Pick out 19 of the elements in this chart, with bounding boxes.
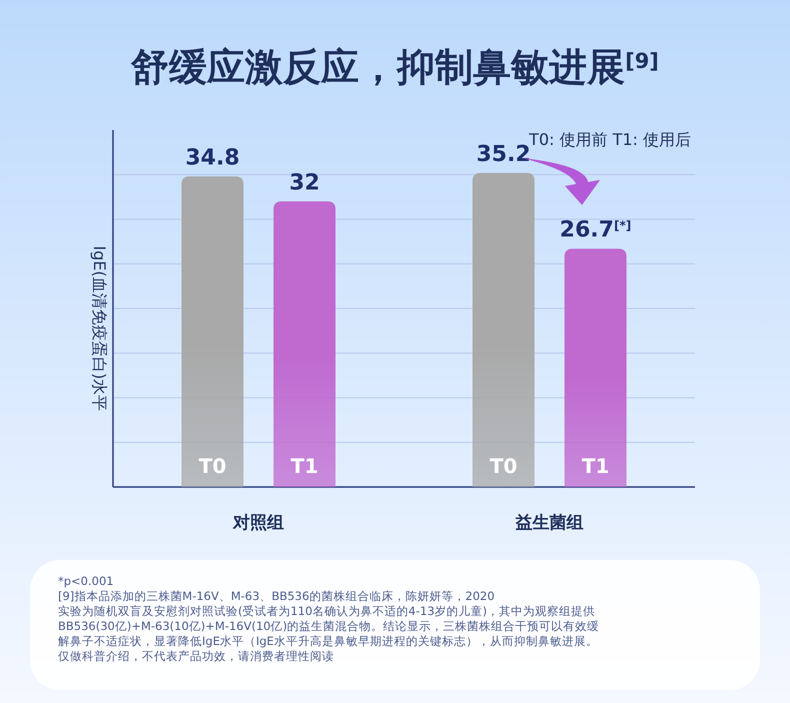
text: T1 xyxy=(582,454,610,478)
text: *p<0.001 xyxy=(58,574,114,588)
text: 仅做科普介绍，不代表产品功效，请消费者理性阅读 xyxy=(58,649,334,663)
data-label: 35.2 xyxy=(476,142,531,167)
chart-title: 舒缓应激反应，抑制鼻敏进展$^{[9]}$ xyxy=(130,45,659,89)
data-label: 32 xyxy=(289,170,320,196)
data-label: 26.7$^{[*]}$ xyxy=(560,218,632,243)
y-axis-title: IgE(血清免疫蛋白)水平 xyxy=(90,246,109,412)
x-tick-label: 益生菌组 xyxy=(514,513,584,533)
series-label: T0 xyxy=(198,454,226,478)
text: T0 xyxy=(490,454,518,478)
x-tick-label: 对照组 xyxy=(232,513,284,533)
annotation: T0: 使用前 T1: 使用后 xyxy=(528,130,691,149)
text: BB536(30亿)+M-63(10亿)+M-16V(10亿)的益生菌混合物。结论显示，三株菌株组合干预可以有效缓 xyxy=(58,619,600,633)
text: 实验为随机双盲及安慰剂对照试验(受试者为110名确认为鼻不适的4-13岁的儿童)，其中为观察组提供 xyxy=(58,604,596,618)
text: [9]指本品添加的三株菌M-16V、M-63、BB536的菌株组合临床，陈妍妍等，2020 xyxy=(58,589,495,603)
text: 解鼻子不适症状，显著降低IgE水平（IgE水平升高是鼻敏早期进程的关键标志），从而抑制鼻敏进展。 xyxy=(58,634,598,648)
data-label: 34.8 xyxy=(185,145,240,170)
series-label: T1 xyxy=(290,454,318,478)
